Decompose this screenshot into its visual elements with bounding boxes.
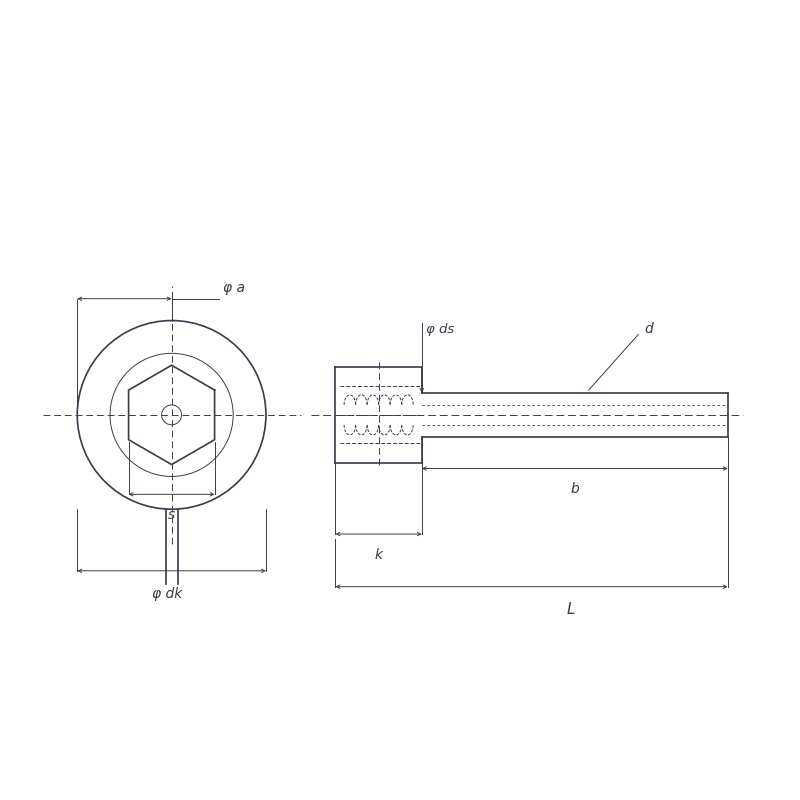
Text: φ ds: φ ds bbox=[426, 322, 454, 335]
Text: b: b bbox=[570, 482, 579, 497]
Text: k: k bbox=[374, 548, 382, 562]
Text: L: L bbox=[567, 602, 575, 617]
Text: φ a: φ a bbox=[223, 281, 246, 294]
Text: d: d bbox=[644, 322, 653, 337]
Text: φ dk: φ dk bbox=[151, 586, 182, 601]
Text: s: s bbox=[168, 508, 175, 522]
